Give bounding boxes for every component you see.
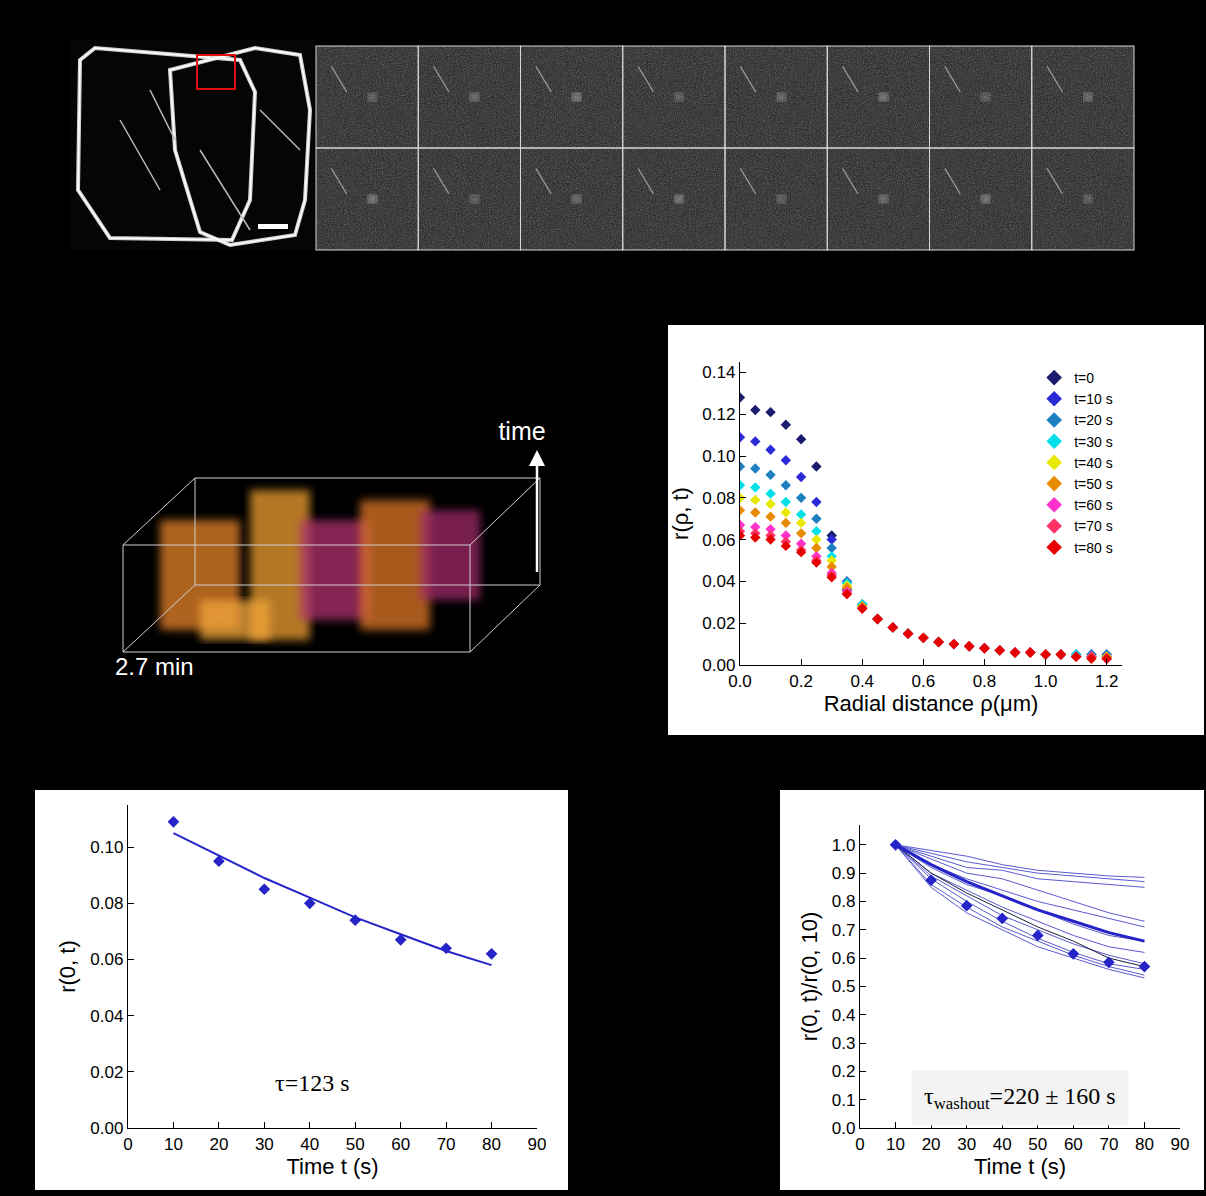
svg-text:time: time	[498, 417, 545, 445]
svg-text:10: 10	[886, 1135, 905, 1154]
svg-text:0.8: 0.8	[973, 672, 997, 691]
svg-text:t=40 s: t=40 s	[1074, 455, 1113, 471]
svg-text:0: 0	[855, 1135, 864, 1154]
svg-text:t=60 s: t=60 s	[1074, 497, 1113, 513]
svg-text:50: 50	[346, 1135, 365, 1154]
svg-text:30: 30	[957, 1135, 976, 1154]
svg-text:0.02: 0.02	[702, 614, 735, 633]
svg-text:0.6: 0.6	[832, 949, 856, 968]
svg-text:40: 40	[993, 1135, 1012, 1154]
svg-text:0.6: 0.6	[912, 672, 936, 691]
svg-text:0.3: 0.3	[832, 1034, 856, 1053]
svg-text:t=10 s: t=10 s	[1074, 391, 1113, 407]
svg-text:0: 0	[123, 1135, 132, 1154]
svg-text:0.06: 0.06	[90, 950, 123, 969]
svg-text:1.0: 1.0	[832, 836, 856, 855]
svg-text:t=20 s: t=20 s	[1074, 412, 1113, 428]
svg-text:r(0, t)/r(0, 10): r(0, t)/r(0, 10)	[797, 912, 822, 1042]
svg-text:t=30 s: t=30 s	[1074, 434, 1113, 450]
svg-text:0.8: 0.8	[832, 892, 856, 911]
svg-text:0.10: 0.10	[90, 838, 123, 857]
svg-text:0.0: 0.0	[832, 1119, 856, 1138]
svg-text:0.14: 0.14	[702, 363, 735, 382]
svg-text:t=50 s: t=50 s	[1074, 476, 1113, 492]
svg-text:0.0: 0.0	[728, 672, 752, 691]
svg-text:t=80 s: t=80 s	[1074, 540, 1113, 556]
svg-text:τ=123 s: τ=123 s	[275, 1070, 350, 1096]
svg-text:0.04: 0.04	[702, 572, 735, 591]
svg-text:60: 60	[391, 1135, 410, 1154]
svg-text:0.2: 0.2	[789, 672, 813, 691]
svg-text:80: 80	[482, 1135, 501, 1154]
svg-text:50: 50	[1028, 1135, 1047, 1154]
svg-text:0.4: 0.4	[832, 1006, 856, 1025]
svg-text:0.06: 0.06	[702, 531, 735, 550]
svg-text:70: 70	[1099, 1135, 1118, 1154]
svg-text:0.10: 0.10	[702, 447, 735, 466]
svg-text:80: 80	[1135, 1135, 1154, 1154]
svg-text:90: 90	[528, 1135, 547, 1154]
svg-text:τ​washout​=220 ± 160 s: τ​washout​=220 ± 160 s	[924, 1083, 1116, 1113]
svg-text:r(0, t): r(0, t)	[55, 940, 80, 993]
svg-text:20: 20	[209, 1135, 228, 1154]
svg-text:10: 10	[164, 1135, 183, 1154]
svg-text:Time t (s): Time t (s)	[974, 1154, 1066, 1179]
svg-text:r(ρ, t): r(ρ, t)	[668, 487, 693, 540]
svg-text:0.12: 0.12	[702, 405, 735, 424]
svg-text:90: 90	[1171, 1135, 1190, 1154]
svg-text:60: 60	[1064, 1135, 1083, 1154]
svg-text:20: 20	[922, 1135, 941, 1154]
svg-text:0.7: 0.7	[832, 921, 856, 940]
svg-text:70: 70	[437, 1135, 456, 1154]
svg-text:0.2: 0.2	[832, 1062, 856, 1081]
svg-text:30: 30	[255, 1135, 274, 1154]
svg-text:0.08: 0.08	[90, 894, 123, 913]
svg-text:0.08: 0.08	[702, 489, 735, 508]
svg-text:t=0: t=0	[1074, 370, 1094, 386]
svg-text:0.00: 0.00	[90, 1119, 123, 1138]
svg-text:0.00: 0.00	[702, 656, 735, 675]
svg-text:1.0: 1.0	[1034, 672, 1058, 691]
svg-text:0.5: 0.5	[832, 977, 856, 996]
svg-text:0.04: 0.04	[90, 1007, 123, 1026]
svg-text:0.9: 0.9	[832, 864, 856, 883]
svg-text:2.7 min: 2.7 min	[115, 653, 194, 680]
svg-text:t=70 s: t=70 s	[1074, 518, 1113, 534]
svg-text:0.1: 0.1	[832, 1091, 856, 1110]
svg-text:Time t (s): Time t (s)	[286, 1154, 378, 1179]
svg-text:1.2: 1.2	[1095, 672, 1119, 691]
svg-text:0.02: 0.02	[90, 1063, 123, 1082]
svg-text:0.4: 0.4	[850, 672, 874, 691]
svg-text:40: 40	[300, 1135, 319, 1154]
svg-text:Radial distance ρ(μm): Radial distance ρ(μm)	[824, 691, 1039, 716]
